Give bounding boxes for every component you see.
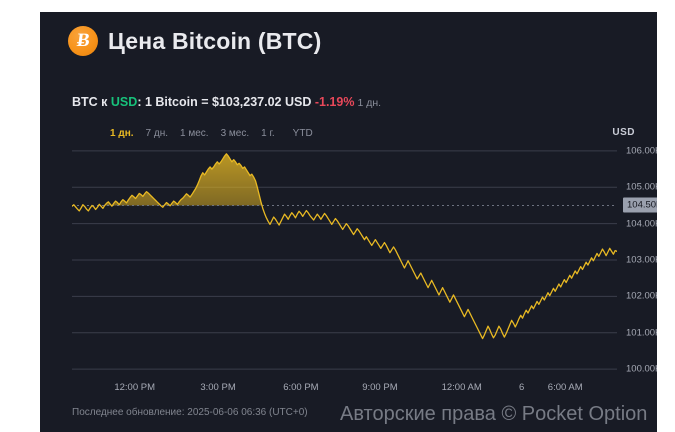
price-pair-prefix: BTC к xyxy=(72,95,111,109)
x-axis: 12:00 PM 3:00 PM 6:00 PM 9:00 PM 12:00 AM 6 6:… xyxy=(72,382,617,398)
last-update-text: Последнее обновление: 2025-06-06 06:36 (… xyxy=(72,407,308,418)
bitcoin-icon: Ƀ xyxy=(68,26,98,56)
range-tab-5[interactable]: YTD xyxy=(292,128,313,139)
y-axis-tick-1: 105.00K xyxy=(626,181,657,193)
price-change-percent: -1.19% xyxy=(314,95,355,109)
card-header: Ƀ Цена Bitcoin (BTC) xyxy=(68,26,321,56)
chart-unit-label: USD xyxy=(612,127,635,138)
y-axis: 106.00K 105.00K 104.50K 104.00K 103.00K 102.0… xyxy=(618,140,657,380)
price-chart[interactable] xyxy=(72,140,617,380)
page-title: Цена Bitcoin (BTC) xyxy=(108,27,322,54)
price-quote-currency: USD xyxy=(110,95,138,109)
y-axis-tick-7: 100.00K xyxy=(626,363,657,375)
x-axis-tick-1: 3:00 PM xyxy=(200,382,236,393)
range-tab-1[interactable]: 7 дн. xyxy=(145,128,168,139)
price-value-text: : 1 Bitcoin = $103,237.02 USD xyxy=(137,95,312,109)
x-axis-tick-0: 12:00 PM xyxy=(114,382,156,393)
y-axis-tick-6: 101.00K xyxy=(626,327,657,339)
bitcoin-glyph: Ƀ xyxy=(75,29,91,51)
x-axis-tick-2: 6:00 PM xyxy=(283,382,319,393)
copyright-watermark: Авторские права © Pocket Option xyxy=(340,403,648,425)
price-chart-svg xyxy=(72,150,617,370)
range-tab-2[interactable]: 1 мес. xyxy=(180,128,209,139)
price-change-range: 1 дн. xyxy=(357,97,382,109)
range-tab-bar[interactable]: 1 дн. 7 дн. 1 мес. 3 мес. 1 г. YTD xyxy=(110,128,319,139)
range-tab-4[interactable]: 1 г. xyxy=(261,128,275,139)
bitcoin-price-card: Ƀ Цена Bitcoin (BTC) BTC к USD: 1 Bitcoi… xyxy=(40,12,657,432)
x-axis-tick-6: 6:00 AM xyxy=(547,382,583,393)
chart-area-fill xyxy=(72,153,617,206)
range-tab-3[interactable]: 3 мес. xyxy=(220,128,250,139)
chart-price-line xyxy=(72,153,617,340)
price-summary: BTC к USD: 1 Bitcoin = $103,237.02 USD -… xyxy=(72,95,381,109)
x-axis-tick-4: 12:00 AM xyxy=(441,382,482,393)
range-tab-0[interactable]: 1 дн. xyxy=(110,128,134,139)
y-axis-tick-4: 103.00K xyxy=(626,254,657,266)
chart-gridlines xyxy=(72,150,617,370)
y-axis-tick-5: 102.00K xyxy=(626,290,657,302)
x-axis-tick-5: 6 xyxy=(518,382,525,393)
y-axis-tick-2: 104.50K xyxy=(623,197,657,213)
x-axis-tick-3: 9:00 PM xyxy=(362,382,398,393)
y-axis-tick-0: 106.00K xyxy=(626,145,657,157)
y-axis-tick-3: 104.00K xyxy=(626,218,657,230)
